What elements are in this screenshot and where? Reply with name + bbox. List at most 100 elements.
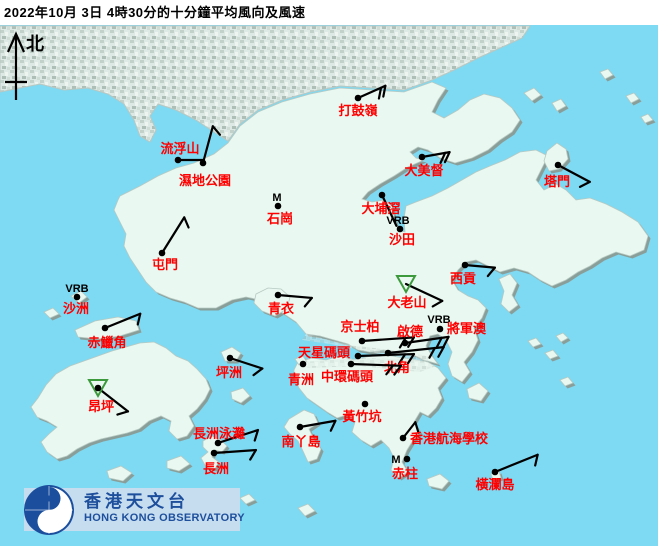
- island: [559, 376, 574, 387]
- station-label: 青衣: [268, 301, 294, 316]
- station-marker: [396, 225, 404, 233]
- station-marker: [491, 468, 499, 476]
- wind-barb-feather: [435, 336, 443, 349]
- wind-barb-feather: [211, 125, 222, 136]
- station-tsing-yi: 青衣: [268, 291, 313, 316]
- wind-barb-shaft: [463, 263, 496, 269]
- wind-barb-feather: [329, 419, 337, 432]
- station-marker: [226, 354, 234, 362]
- station-peng-chau: 坪洲: [216, 354, 264, 380]
- station-label: 昂坪: [88, 399, 114, 414]
- hko-logo-icon: [24, 485, 74, 535]
- station-marker: [347, 360, 355, 368]
- station-marker: [399, 434, 407, 442]
- station-label: 西貢: [450, 271, 476, 286]
- wind-barb-feather: [303, 296, 313, 308]
- station-stanley: M赤柱: [391, 454, 418, 481]
- station-label: 長洲: [203, 461, 229, 476]
- wind-barb-feather: [249, 448, 257, 461]
- station-label: 長洲泳灘: [193, 426, 245, 441]
- station-marker: [358, 337, 366, 345]
- station-marker: [214, 439, 222, 447]
- station-label: 赤鱲角: [87, 335, 126, 350]
- station-tates-cairn: 大老山: [387, 275, 444, 310]
- wind-barb-shaft: [380, 193, 398, 227]
- station-marker: [361, 400, 369, 408]
- wind-barb-shaft: [96, 386, 130, 413]
- wind-barb-feather: [428, 346, 436, 359]
- island: [543, 142, 569, 172]
- wind-barb-shaft: [160, 216, 186, 255]
- station-label: 青洲: [288, 372, 314, 387]
- station-flag: M: [391, 454, 400, 466]
- station-label: 流浮山: [160, 141, 199, 156]
- station-label: 北角: [384, 360, 410, 375]
- station-marker: [418, 153, 426, 161]
- wind-barb-shaft: [212, 448, 257, 455]
- station-marker: [461, 261, 469, 269]
- wind-barb-shaft: [404, 282, 444, 303]
- island: [466, 382, 489, 402]
- station-label: 啟德: [397, 324, 423, 339]
- station-label: 大埔滘: [361, 201, 400, 216]
- station-label: 大美督: [404, 163, 443, 178]
- station-label: 將軍澳: [447, 321, 487, 336]
- station-marker: [174, 156, 182, 164]
- island: [640, 113, 654, 124]
- station-sha-tin: VRB 沙田: [386, 215, 415, 247]
- wind-barb-feather: [252, 367, 264, 377]
- station-marker: [101, 324, 109, 332]
- station-label: 中環碼頭: [321, 369, 374, 384]
- station-central-pier: 中環碼頭: [321, 360, 403, 384]
- station-marker: [94, 384, 102, 392]
- station-label: 京士柏: [340, 319, 379, 334]
- wind-barb-feather: [486, 266, 496, 278]
- island: [106, 465, 133, 482]
- station-triangle-marker: [395, 275, 417, 295]
- island: [220, 346, 242, 362]
- station-marker: [384, 349, 392, 357]
- station-label: 沙洲: [63, 301, 89, 316]
- wind-barb-feather: [183, 216, 190, 229]
- wind-barb-shaft: [201, 125, 214, 165]
- station-ta-kwu-ling: 打鼓嶺: [338, 84, 387, 118]
- wind-barb-feather: [414, 421, 420, 434]
- station-marker: [354, 94, 362, 102]
- wind-barb-feather: [253, 428, 260, 442]
- island: [523, 87, 542, 102]
- station-marker: [401, 339, 409, 347]
- wind-barb-shaft: [228, 356, 264, 370]
- station-marker: [299, 360, 307, 368]
- island: [113, 81, 649, 383]
- station-green-island: 青洲: [288, 360, 314, 387]
- station-tap-mun: 塔門: [544, 161, 591, 189]
- wind-barb-feather: [397, 353, 407, 365]
- wind-barb-shaft: [216, 428, 260, 445]
- north-arrow: [5, 31, 27, 100]
- station-label: 濕地公園: [179, 173, 231, 188]
- station-label: 香港航海學校: [409, 431, 489, 446]
- station-marker: [554, 161, 562, 169]
- station-label: 大老山: [387, 295, 426, 310]
- island: [283, 409, 322, 463]
- wind-barb-feather: [136, 312, 142, 326]
- wind-barb-feather: [534, 453, 539, 467]
- station-wong-chuk-hang: 黃竹坑: [341, 400, 382, 424]
- hko-logo: 香港天文台 HONG KONG OBSERVATORY: [20, 483, 262, 537]
- station-tai-mei-tuk: 大美督: [404, 151, 451, 178]
- island: [30, 341, 211, 460]
- station-wetland-park: 濕地公園: [179, 125, 231, 188]
- island: [551, 98, 567, 112]
- station-flag: M: [272, 192, 281, 204]
- wind-barb-feather: [578, 180, 591, 188]
- island: [166, 455, 191, 472]
- station-north-point: 北角: [384, 346, 445, 375]
- wind-barb-shaft: [401, 421, 417, 440]
- north-label: 北: [26, 34, 44, 54]
- station-marker: [436, 325, 444, 333]
- station-sai-kung: 西貢: [450, 261, 496, 286]
- station-label: 橫瀾島: [475, 477, 514, 492]
- hko-logo-name-zh: 香港天文台: [84, 492, 189, 511]
